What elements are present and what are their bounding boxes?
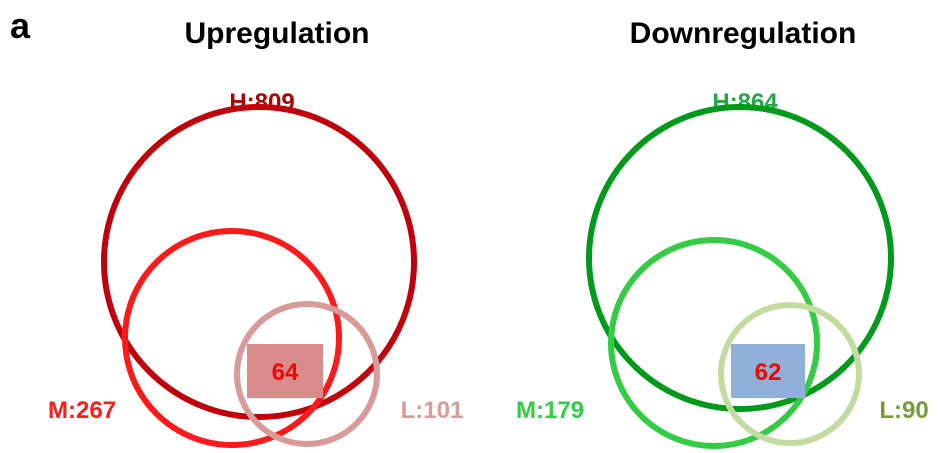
- up-l-circle: [234, 301, 380, 447]
- up-l-label: L:101: [401, 397, 464, 424]
- panel-label: a: [10, 5, 31, 46]
- up-m-label: M:267: [48, 397, 116, 424]
- down-h-circle: [586, 104, 894, 412]
- down-l-circle: [718, 302, 862, 446]
- down-overlap-count: 62: [755, 359, 782, 386]
- up-overlap-count: 64: [272, 359, 299, 386]
- upregulation-venn: Upregulation H:809 64 M:267 L:101: [48, 17, 464, 448]
- down-m-circle: [608, 237, 820, 449]
- up-h-circle: [101, 104, 417, 420]
- downregulation-venn: Downregulation H:864 62 M:179 L:90: [516, 17, 929, 449]
- up-m-circle: [122, 228, 342, 448]
- down-overlap-box: [731, 344, 805, 398]
- down-m-label: M:179: [516, 397, 584, 424]
- up-overlap-box: [247, 344, 323, 398]
- down-l-label: L:90: [879, 397, 928, 424]
- downregulation-title: Downregulation: [630, 17, 857, 50]
- upregulation-title: Upregulation: [185, 17, 370, 50]
